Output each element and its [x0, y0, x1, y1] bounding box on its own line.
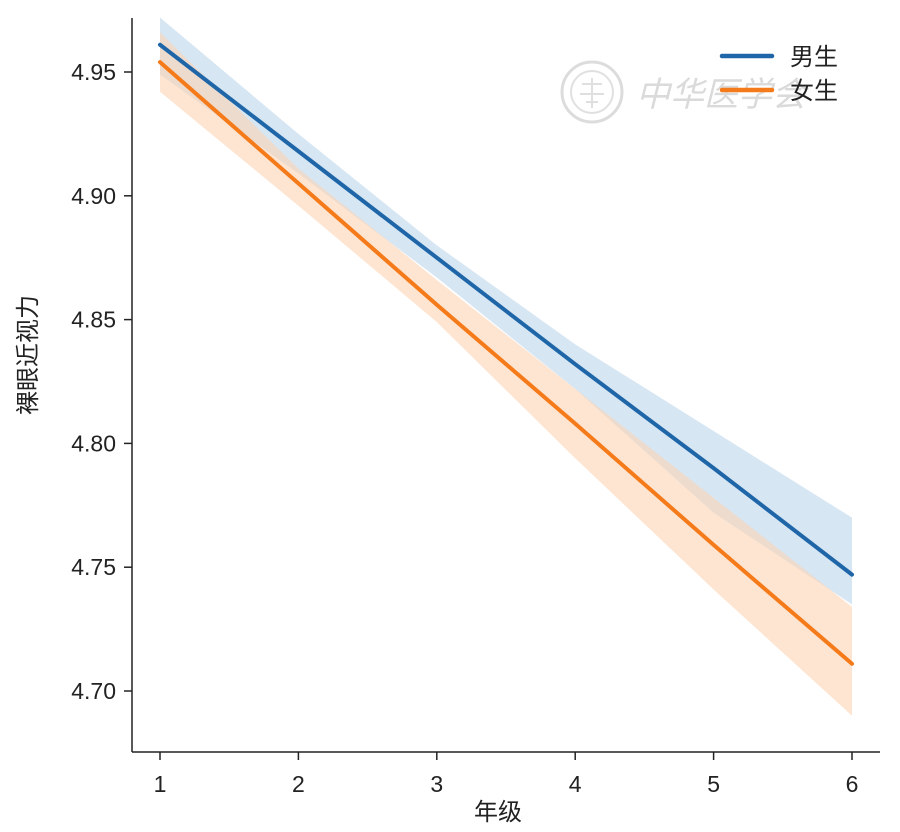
- series-lines: [158, 42, 854, 666]
- line-series-2: [158, 60, 854, 666]
- watermark-seal-icon: [560, 60, 624, 124]
- ci-band-series-2: [160, 32, 852, 716]
- y-ticks: 4.70 4.75 4.80 4.85 4.90 4.95: [71, 59, 132, 704]
- x-tick-label: 5: [707, 771, 720, 797]
- y-tick-label: 4.75: [71, 554, 116, 580]
- legend-label-1: 男生: [790, 43, 838, 71]
- x-axis-title: 年级: [474, 798, 522, 826]
- axes: [131, 18, 880, 753]
- x-tick-label: 1: [154, 771, 167, 797]
- line-series-1: [158, 42, 854, 577]
- y-tick-label: 4.90: [71, 183, 116, 209]
- legend-label-2: 女生: [790, 77, 838, 105]
- y-axis-title: 裸眼近视力: [14, 295, 42, 415]
- y-tick-label: 4.80: [71, 430, 116, 456]
- x-tick-label: 6: [846, 771, 859, 797]
- x-tick-label: 4: [569, 771, 582, 797]
- x-tick-label: 2: [292, 771, 305, 797]
- x-tick-label: 3: [430, 771, 443, 797]
- y-tick-label: 4.85: [71, 307, 116, 333]
- y-tick-label: 4.95: [71, 59, 116, 85]
- watermark: 中华医学会: [560, 60, 810, 124]
- x-ticks: 1 2 3 4 5 6: [154, 752, 859, 797]
- watermark-text: 中华医学会: [636, 75, 810, 115]
- y-tick-label: 4.70: [71, 678, 116, 704]
